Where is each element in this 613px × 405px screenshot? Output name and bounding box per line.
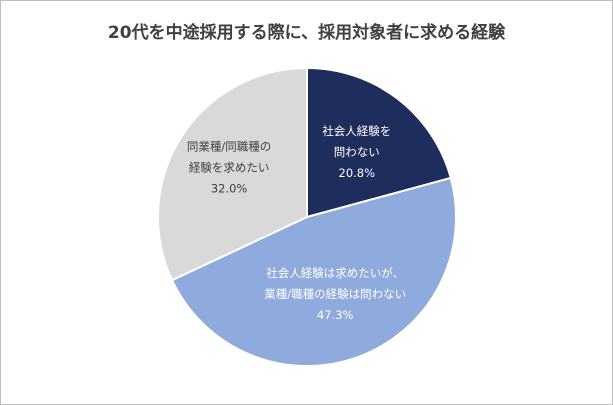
pie-slice-2 [157, 66, 308, 282]
slice-label-line-2-0: 同業種/同職種の [187, 139, 271, 153]
slice-label-1: 社会人経験は求めたいが、業種/職種の経験は問わない 47.3% [264, 266, 406, 322]
pie-slice-1 [170, 176, 457, 367]
slice-label-line-1-1: 業種/職種の経験は問わない [264, 287, 406, 301]
slice-value-2: 32.0% [211, 181, 248, 195]
slice-label-line-0-0: 社会人経験を [322, 124, 391, 138]
slice-label-line-0-1: 問わない [334, 145, 380, 159]
pie-slice-0 [306, 66, 453, 219]
slice-label-0: 社会人経験を問わない 20.8% [322, 124, 391, 180]
slice-label-line-2-1: 経験を求めたい [189, 160, 270, 174]
slice-value-1: 47.3% [317, 308, 354, 322]
slice-label-2: 同業種/同職種の経験を求めたい 32.0% [187, 139, 271, 195]
chart-title: 20代を中途採用する際に、採用対象者に求める経験 [107, 23, 506, 43]
slice-value-0: 20.8% [339, 166, 376, 180]
slice-label-line-1-0: 社会人経験は求めたいが、 [266, 266, 404, 280]
